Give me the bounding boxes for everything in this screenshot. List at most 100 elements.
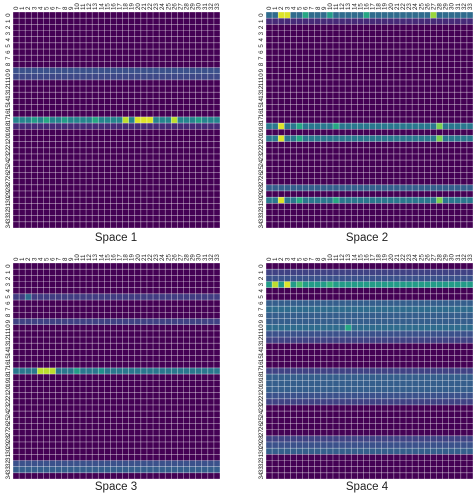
heatmap-cell	[122, 386, 129, 393]
heatmap-cell	[314, 98, 321, 105]
heatmap-cell	[92, 300, 99, 307]
heatmap-cell	[424, 92, 431, 99]
heatmap-cell	[49, 398, 56, 405]
heatmap-cell	[345, 380, 352, 387]
heatmap-cell	[406, 306, 413, 313]
heatmap-cell	[406, 42, 413, 50]
heatmap-cell	[412, 209, 419, 216]
heatmap-cell	[183, 116, 190, 124]
heatmap-cell	[183, 472, 190, 479]
heatmap-cell	[290, 18, 297, 25]
heatmap-cell	[284, 18, 291, 25]
heatmap-cell	[128, 318, 135, 325]
heatmap-cell	[406, 184, 413, 191]
heatmap-cell	[308, 441, 315, 449]
heatmap-cell	[146, 12, 154, 19]
heatmap-cell	[308, 123, 315, 130]
heatmap-cell	[424, 178, 431, 185]
heatmap-cell	[153, 24, 160, 31]
heatmap-panel-3: 0 1 2 3 4 5 6 7 8 9 10 11 12 13 14 15 16 17 18 19 20 21 22 23 24…	[5, 254, 221, 493]
heatmap-cell	[195, 209, 202, 216]
heatmap-cell	[55, 24, 62, 31]
heatmap-cell	[302, 153, 309, 161]
heatmap-cell	[290, 380, 297, 387]
heatmap-cell	[381, 147, 388, 154]
heatmap-cell	[98, 460, 105, 467]
heatmap-cell	[19, 417, 26, 424]
heatmap-cell	[448, 24, 455, 31]
heatmap-cell	[61, 324, 68, 331]
heatmap-cell	[61, 123, 68, 130]
heatmap-cell	[308, 411, 315, 418]
heatmap-cell	[424, 197, 431, 204]
heatmap-cell	[290, 135, 297, 142]
heatmap-cell	[207, 312, 214, 319]
heatmap-cell	[183, 386, 190, 393]
y-tick-label: 13	[5, 342, 12, 349]
y-tick-label: 25	[5, 416, 12, 423]
heatmap-cell	[49, 367, 56, 375]
heatmap-cell	[418, 318, 425, 325]
heatmap-cell	[284, 411, 291, 418]
heatmap-cell	[320, 12, 327, 19]
heatmap-cell	[73, 349, 80, 356]
heatmap-cell	[424, 429, 431, 436]
heatmap-cell	[320, 337, 327, 344]
heatmap-cell	[153, 269, 160, 276]
heatmap-cell	[436, 67, 443, 74]
y-tick-label: 28	[258, 184, 265, 191]
heatmap-cell	[466, 306, 473, 313]
heatmap-cell	[189, 55, 196, 62]
heatmap-cell	[393, 49, 400, 56]
heatmap-cell	[412, 190, 419, 198]
heatmap-cell	[278, 49, 285, 56]
y-tick-label: 30	[5, 196, 12, 203]
heatmap-cell	[104, 324, 111, 331]
heatmap-cell	[466, 269, 473, 276]
heatmap-cell	[61, 92, 68, 99]
heatmap-cell	[104, 293, 111, 301]
heatmap-cell	[418, 435, 425, 442]
heatmap-cell	[183, 215, 190, 222]
heatmap-cell	[134, 454, 141, 461]
heatmap-cell	[110, 355, 117, 362]
y-tick-label: 7	[5, 56, 12, 60]
heatmap-cell	[92, 147, 99, 154]
heatmap-cell	[339, 293, 346, 301]
heatmap-cell	[37, 92, 44, 99]
heatmap-cell	[266, 49, 273, 56]
heatmap-cell	[177, 141, 184, 148]
heatmap-cell	[339, 178, 346, 185]
heatmap-cell	[430, 281, 437, 288]
heatmap-cell	[201, 318, 208, 325]
heatmap-cell	[302, 398, 309, 405]
heatmap-cell	[412, 269, 419, 276]
heatmap-cell	[171, 67, 178, 74]
heatmap-cell	[339, 349, 346, 356]
heatmap-cell	[430, 392, 437, 399]
heatmap-cell	[19, 67, 26, 74]
heatmap-cell	[399, 42, 407, 50]
heatmap-cell	[49, 330, 56, 338]
heatmap-cell	[134, 367, 141, 375]
heatmap-cell	[55, 209, 62, 216]
heatmap-cell	[171, 116, 178, 124]
heatmap-cell	[272, 404, 279, 412]
heatmap-cell	[302, 293, 309, 301]
heatmap-cell	[25, 460, 32, 467]
heatmap-cell	[67, 269, 74, 276]
heatmap-cell	[92, 312, 99, 319]
heatmap-cell	[67, 30, 74, 37]
heatmap-cell	[460, 98, 467, 105]
heatmap-cell	[399, 275, 407, 282]
heatmap-cell	[466, 110, 473, 117]
heatmap-cell	[387, 55, 394, 62]
heatmap-cell	[79, 18, 87, 25]
heatmap-cell	[424, 61, 431, 68]
heatmap-cell	[213, 300, 220, 307]
heatmap-cell	[363, 380, 370, 387]
heatmap-cell	[436, 36, 443, 43]
heatmap-cell	[55, 129, 62, 136]
heatmap-cell	[466, 197, 473, 204]
heatmap-cell	[73, 448, 80, 455]
